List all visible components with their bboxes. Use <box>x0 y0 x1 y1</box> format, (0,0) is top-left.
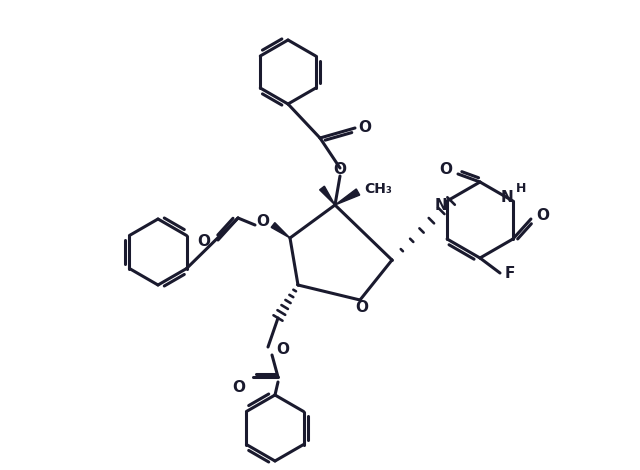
Text: O: O <box>333 163 346 178</box>
Text: N: N <box>435 197 447 212</box>
Text: O: O <box>232 379 246 394</box>
Text: O: O <box>536 207 549 222</box>
Text: F: F <box>505 266 515 281</box>
Text: N: N <box>500 189 513 204</box>
Text: O: O <box>440 163 452 178</box>
Text: O: O <box>257 214 269 229</box>
Polygon shape <box>271 223 290 238</box>
Text: O: O <box>276 342 289 357</box>
Polygon shape <box>319 186 335 205</box>
Text: O: O <box>198 235 211 250</box>
Polygon shape <box>335 189 360 205</box>
Text: CH₃: CH₃ <box>364 182 392 196</box>
Text: O: O <box>355 300 369 315</box>
Text: H: H <box>516 182 526 196</box>
Text: O: O <box>358 120 371 135</box>
